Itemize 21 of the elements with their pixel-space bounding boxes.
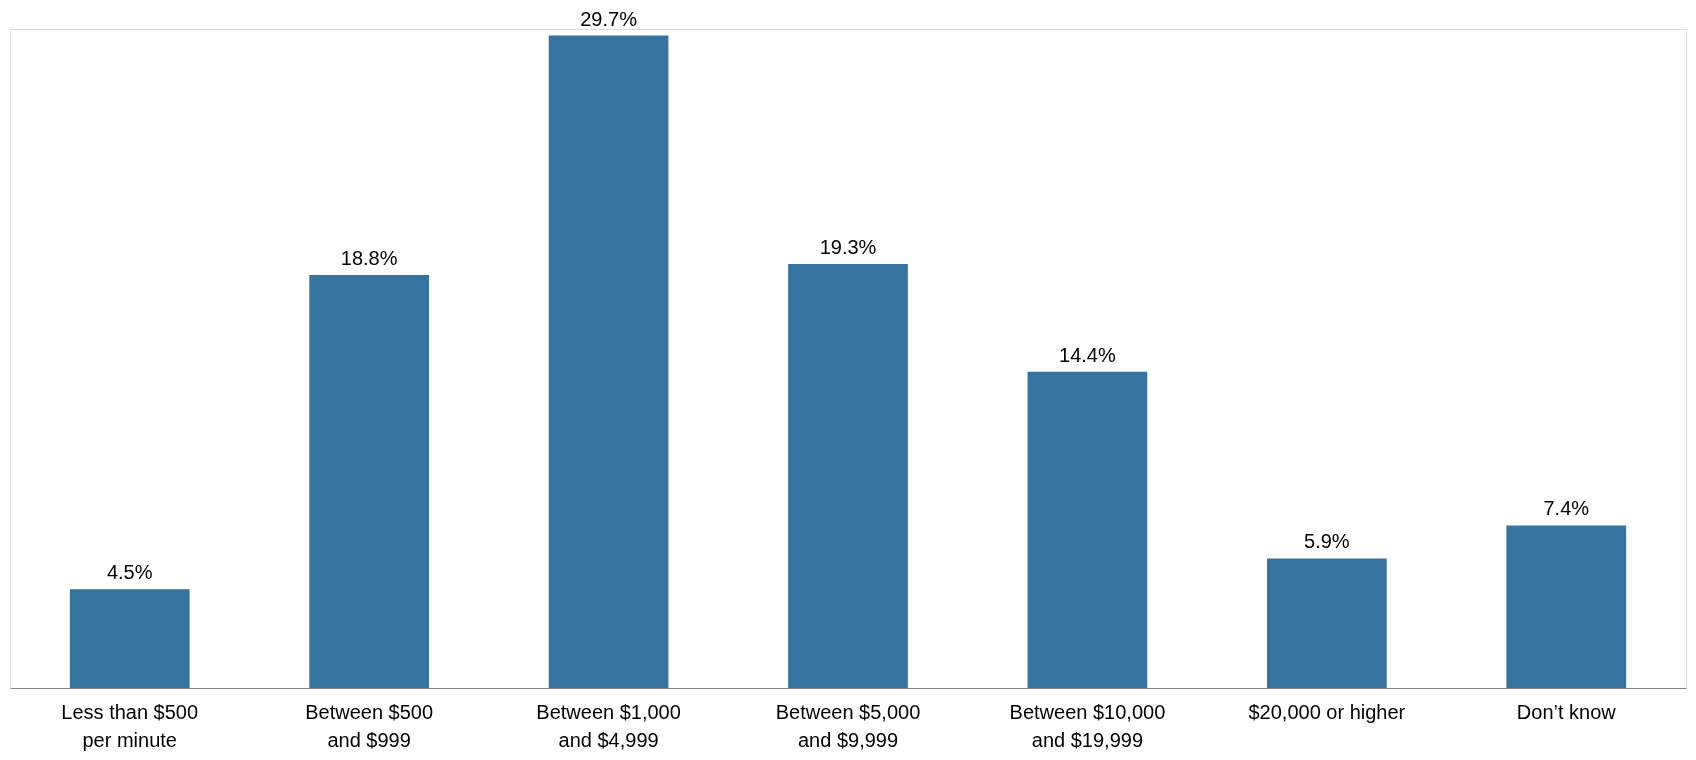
x-tick-label: $20,000 or higher bbox=[1248, 700, 1406, 723]
x-tick-label: Don’t know bbox=[1516, 700, 1617, 723]
data-label: 4.5% bbox=[106, 561, 153, 584]
x-tick-label: Less than $500 per minute bbox=[61, 700, 199, 751]
data-label: 19.3% bbox=[819, 236, 877, 259]
data-label: 14.4% bbox=[1059, 343, 1116, 366]
bar bbox=[788, 264, 908, 688]
x-tick-label: Between $5,000 and $9,999 bbox=[775, 700, 921, 751]
bar bbox=[309, 275, 429, 688]
bar bbox=[1027, 371, 1148, 688]
data-label: 5.9% bbox=[1304, 530, 1350, 553]
bar bbox=[1506, 525, 1627, 688]
bar bbox=[69, 589, 190, 688]
bar bbox=[1267, 558, 1387, 688]
x-tick-label: Between $1,000 and $4,999 bbox=[536, 700, 681, 751]
x-tick-label: Between $500 and $999 bbox=[305, 700, 434, 751]
data-label: 7.4% bbox=[1543, 497, 1590, 520]
data-label: 18.8% bbox=[340, 247, 398, 270]
bar bbox=[548, 35, 669, 688]
data-label: 29.7% bbox=[580, 7, 638, 30]
x-tick-label: Between $10,000 and $19,999 bbox=[1009, 700, 1166, 751]
